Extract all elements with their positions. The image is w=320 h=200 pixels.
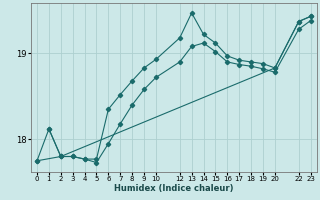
X-axis label: Humidex (Indice chaleur): Humidex (Indice chaleur) [114, 184, 234, 193]
